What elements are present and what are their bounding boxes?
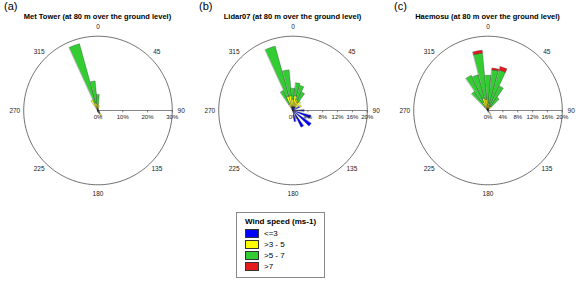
- html-text:Lidar07 (at 80 m over the grou: Lidar07 (at 80 m over the ground level): [223, 12, 362, 21]
- svg-text:12%: 12%: [527, 114, 540, 120]
- html-text:Haemosu (at 80 m over the grou: Haemosu (at 80 m over the ground level): [415, 12, 560, 21]
- html-text:<=3: <=3: [264, 229, 278, 238]
- svg-text:0: 0: [96, 23, 100, 30]
- svg-text:225: 225: [34, 165, 45, 172]
- svg-text:180: 180: [288, 190, 299, 197]
- html-text:(a): (a): [4, 0, 18, 12]
- html-text:Wind speed (ms-1): Wind speed (ms-1): [245, 217, 316, 226]
- svg-text:8%: 8%: [513, 114, 522, 120]
- svg-text:180: 180: [483, 190, 494, 197]
- svg-text:0: 0: [291, 23, 295, 30]
- svg-text:0%: 0%: [484, 114, 493, 120]
- html-text:Met Tower (at 80 m over the gr: Met Tower (at 80 m over the ground level…: [23, 12, 172, 21]
- html-text:>5 - 7: >5 - 7: [264, 251, 285, 260]
- svg-text:4%: 4%: [499, 114, 508, 120]
- svg-text:225: 225: [229, 165, 240, 172]
- svg-text:8%: 8%: [318, 114, 327, 120]
- svg-text:10%: 10%: [117, 114, 130, 120]
- svg-text:12%: 12%: [332, 114, 345, 120]
- svg-text:0%: 0%: [94, 114, 103, 120]
- svg-text:30%: 30%: [166, 114, 179, 120]
- svg-text:0: 0: [486, 23, 490, 30]
- svg-text:45: 45: [153, 48, 161, 55]
- html-text:>3 - 5: >3 - 5: [264, 240, 285, 249]
- html-text:(b): (b): [199, 0, 213, 12]
- svg-text:315: 315: [34, 48, 45, 55]
- svg-text:315: 315: [424, 48, 435, 55]
- svg-text:16%: 16%: [541, 114, 554, 120]
- svg-text:0%: 0%: [289, 114, 298, 120]
- svg-text:20%: 20%: [556, 114, 569, 120]
- svg-text:315: 315: [229, 48, 240, 55]
- svg-text:20%: 20%: [361, 114, 374, 120]
- svg-text:20%: 20%: [142, 114, 155, 120]
- svg-text:135: 135: [346, 165, 357, 172]
- svg-text:4%: 4%: [304, 114, 313, 120]
- svg-text:180: 180: [93, 190, 104, 197]
- svg-text:45: 45: [543, 48, 551, 55]
- svg-text:270: 270: [399, 107, 410, 114]
- svg-text:16%: 16%: [346, 114, 359, 120]
- svg-text:270: 270: [9, 107, 20, 114]
- svg-text:135: 135: [151, 165, 162, 172]
- html-text:>7: >7: [264, 262, 274, 271]
- svg-text:90: 90: [178, 107, 186, 114]
- svg-text:225: 225: [424, 165, 435, 172]
- html-text:(c): (c): [394, 0, 407, 12]
- svg-text:90: 90: [373, 107, 381, 114]
- svg-text:135: 135: [541, 165, 552, 172]
- svg-text:90: 90: [568, 107, 576, 114]
- svg-text:270: 270: [204, 107, 215, 114]
- svg-text:45: 45: [348, 48, 356, 55]
